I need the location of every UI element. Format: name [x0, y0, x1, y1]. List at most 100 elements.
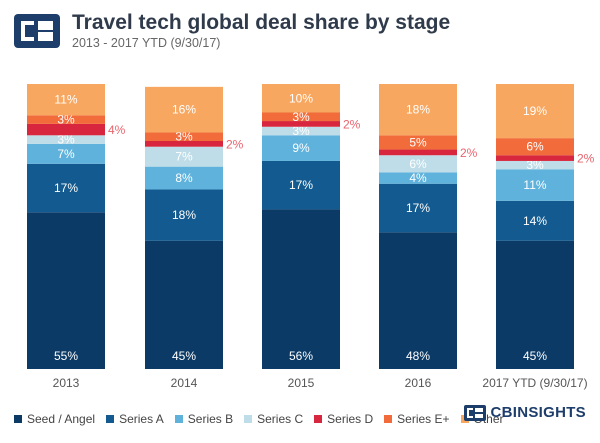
data-label: 2%	[226, 137, 244, 151]
data-label: 8%	[175, 171, 193, 185]
data-label: 2%	[343, 117, 361, 131]
bar-segment	[27, 115, 105, 124]
bar-segment	[27, 123, 105, 136]
bar-segment	[262, 209, 340, 369]
data-label: 7%	[175, 150, 193, 164]
data-label: 3%	[292, 110, 310, 124]
data-label: 3%	[57, 133, 75, 147]
x-tick-label: 2013	[53, 376, 80, 390]
data-label: 17%	[289, 178, 313, 192]
data-label: 18%	[172, 208, 196, 222]
data-label: 45%	[172, 349, 196, 363]
bar-segment	[27, 163, 105, 213]
legend-label: Series C	[257, 412, 304, 426]
legend-item-series-a: Series A	[106, 412, 164, 426]
bar-segment	[262, 160, 340, 210]
bar-segment	[27, 212, 105, 369]
bar-segment	[379, 183, 457, 233]
legend-swatch	[384, 415, 393, 423]
x-tick-label: 2014	[171, 376, 198, 390]
bar-segment	[379, 155, 457, 173]
bar-segment	[496, 240, 574, 369]
data-label: 11%	[523, 178, 546, 192]
data-label: 14%	[523, 214, 547, 228]
data-label: 4%	[409, 171, 427, 185]
data-label: 45%	[523, 349, 547, 363]
data-label: 16%	[172, 103, 196, 117]
data-label: 18%	[406, 103, 430, 117]
x-tick-label: 2017 YTD (9/30/17)	[482, 376, 587, 390]
data-label: 10%	[289, 91, 313, 105]
bar-segment	[145, 141, 223, 147]
bar-segment	[145, 189, 223, 241]
data-label: 48%	[406, 349, 430, 363]
legend-label: Seed / Angel	[27, 412, 96, 426]
data-label: 17%	[406, 201, 430, 215]
data-label: 3%	[175, 130, 193, 144]
legend-swatch	[314, 415, 323, 423]
chart-title: Travel tech global deal share by stage	[72, 11, 451, 34]
data-label: 3%	[57, 113, 75, 127]
bar-segment	[496, 138, 574, 156]
bar-segment	[27, 135, 105, 144]
data-label: 6%	[526, 140, 544, 154]
bar-segment	[262, 126, 340, 136]
bar-segment	[379, 232, 457, 369]
cb-brand-icon	[464, 404, 487, 421]
bar-segment	[379, 149, 457, 156]
bar-segment	[145, 166, 223, 190]
data-label: 3%	[526, 158, 544, 172]
legend-swatch	[460, 415, 469, 423]
bar-segment	[145, 146, 223, 167]
bar-segment	[262, 84, 340, 113]
bar-segment	[496, 155, 574, 161]
data-label: 19%	[523, 104, 547, 118]
brand-text-cb: CB	[490, 404, 513, 421]
data-label: 2%	[460, 146, 478, 160]
data-label: 3%	[292, 124, 310, 138]
data-label: 11%	[54, 93, 77, 107]
data-label: 5%	[409, 135, 427, 149]
data-label: 17%	[54, 181, 78, 195]
data-label: 4%	[108, 123, 126, 137]
legend-item-series-c: Series C	[244, 412, 303, 426]
legend-swatch	[174, 415, 183, 423]
brand-text-insights: INSIGHTS	[512, 404, 586, 421]
data-label: 9%	[292, 141, 310, 155]
x-tick-label: 2015	[288, 376, 315, 390]
legend-item-series-e-plus: Series E+	[384, 412, 450, 426]
cb-logo-icon	[14, 14, 60, 48]
bar-segment	[379, 135, 457, 150]
legend-swatch	[106, 415, 115, 423]
bar-segment	[379, 84, 457, 136]
bar-segment	[496, 169, 574, 201]
bar-segment	[496, 200, 574, 241]
legend-label: Series D	[327, 412, 374, 426]
bar-segment	[145, 132, 223, 141]
chart-subtitle: 2013 - 2017 YTD (9/30/17)	[72, 36, 221, 50]
data-label: 2%	[577, 152, 595, 166]
data-label: 6%	[409, 157, 427, 171]
legend-label: Series A	[119, 412, 164, 426]
chart-header: Travel tech global deal share by stage 2…	[14, 10, 450, 52]
legend-label: Series E+	[397, 412, 450, 426]
chart-legend: Seed / Angel Series A Series B Series C …	[14, 412, 515, 426]
bar-segment	[262, 135, 340, 161]
legend-swatch	[14, 415, 22, 423]
legend-swatch	[244, 415, 253, 423]
bar-segment	[145, 240, 223, 369]
legend-label: Series B	[187, 412, 234, 426]
bar-segment	[145, 86, 223, 133]
legend-item-seed: Seed / Angel	[14, 412, 95, 426]
bar-segment	[262, 112, 340, 122]
bar-segment	[27, 143, 105, 164]
legend-item-series-d: Series D	[314, 412, 373, 426]
bar-segment	[27, 84, 105, 116]
bar-segment	[262, 121, 340, 127]
x-tick-label: 2016	[405, 376, 432, 390]
data-label: 55%	[54, 349, 78, 363]
bar-segment	[379, 172, 457, 184]
legend-item-series-b: Series B	[174, 412, 234, 426]
data-label: 56%	[289, 349, 313, 363]
